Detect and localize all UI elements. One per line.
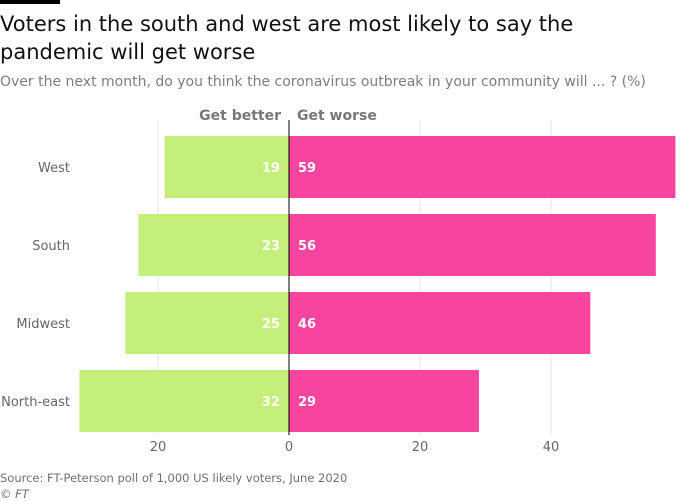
data-label-get-better: 19 [262,161,280,176]
x-tick-label: 20 [412,440,429,455]
bar-get-worse [289,292,591,354]
series-header-worse: Get worse [297,108,377,124]
category-label: Midwest [16,317,70,332]
bar-get-better [164,136,289,198]
data-label-get-worse: 56 [298,239,316,254]
diverging-bar-chart: Get better Get worse 19 59 West 23 56 South 25 46… [1,108,676,455]
source-note: Source: FT-Peterson poll of 1,000 US lik… [0,471,348,485]
data-label-get-worse: 46 [298,317,316,332]
series-header-better: Get better [199,108,281,124]
category-label: North-east [1,395,70,410]
bar-get-worse [289,370,479,432]
bar-get-better [125,292,289,354]
data-label-get-better: 23 [262,239,280,254]
x-tick-label: 20 [150,440,167,455]
x-tick-label: 0 [285,440,293,455]
bar-get-better [138,214,289,276]
chart-title: Voters in the south and west are most li… [0,12,574,64]
data-label-get-worse: 29 [298,395,316,410]
category-label: South [32,239,70,254]
data-label-get-better: 25 [262,317,280,332]
bar-get-worse [289,214,656,276]
data-label-get-better: 32 [262,395,280,410]
top-rule [0,0,60,4]
chart-subtitle: Over the next month, do you think the co… [0,74,646,90]
bar-get-worse [289,136,676,198]
category-label: West [38,161,70,176]
bar-get-better [79,370,290,432]
data-label-get-worse: 59 [298,161,316,176]
ft-credit: © FT [0,487,29,501]
x-tick-label: 40 [543,440,560,455]
